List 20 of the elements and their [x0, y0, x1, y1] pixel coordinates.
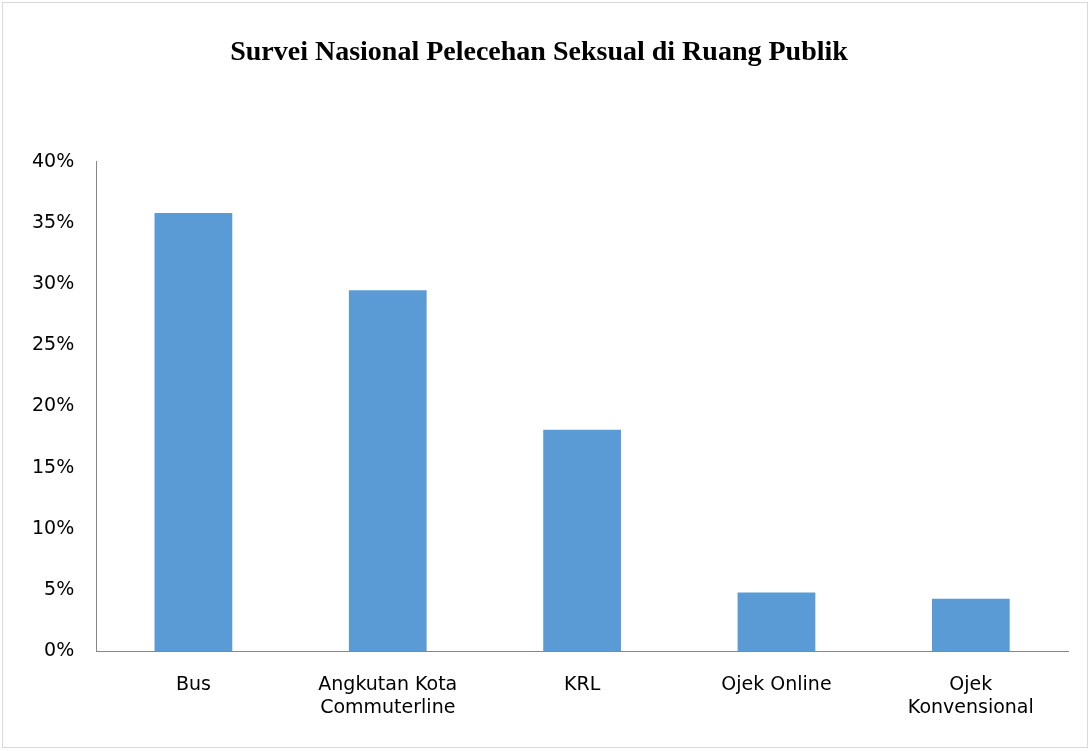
bar: [931, 598, 1010, 652]
bar: [348, 290, 427, 652]
x-tick-label: Ojek Online: [721, 671, 832, 694]
x-tick-label: Ojek Konvensional: [907, 671, 1034, 717]
x-tick-label: Angkutan Kota Commuterline: [318, 671, 458, 717]
y-tick-label: 30%: [32, 270, 75, 293]
y-tick-label: 25%: [32, 332, 75, 355]
y-tick-label: 5%: [44, 577, 75, 600]
y-tick-label: 20%: [32, 393, 75, 416]
bar: [737, 592, 816, 652]
y-tick-label: 10%: [32, 515, 75, 538]
bar: [154, 213, 233, 652]
x-tick-label: KRL: [563, 671, 601, 694]
y-tick-label: 15%: [32, 454, 75, 477]
x-tick-label: Bus: [175, 671, 211, 694]
y-tick-label: 0%: [44, 638, 75, 661]
y-tick-label: 40%: [32, 148, 75, 171]
bar: [543, 429, 621, 652]
y-tick-label: 35%: [32, 209, 75, 232]
chart-title: Survei Nasional Pelecehan Seksual di Ruang Publik: [230, 35, 849, 67]
